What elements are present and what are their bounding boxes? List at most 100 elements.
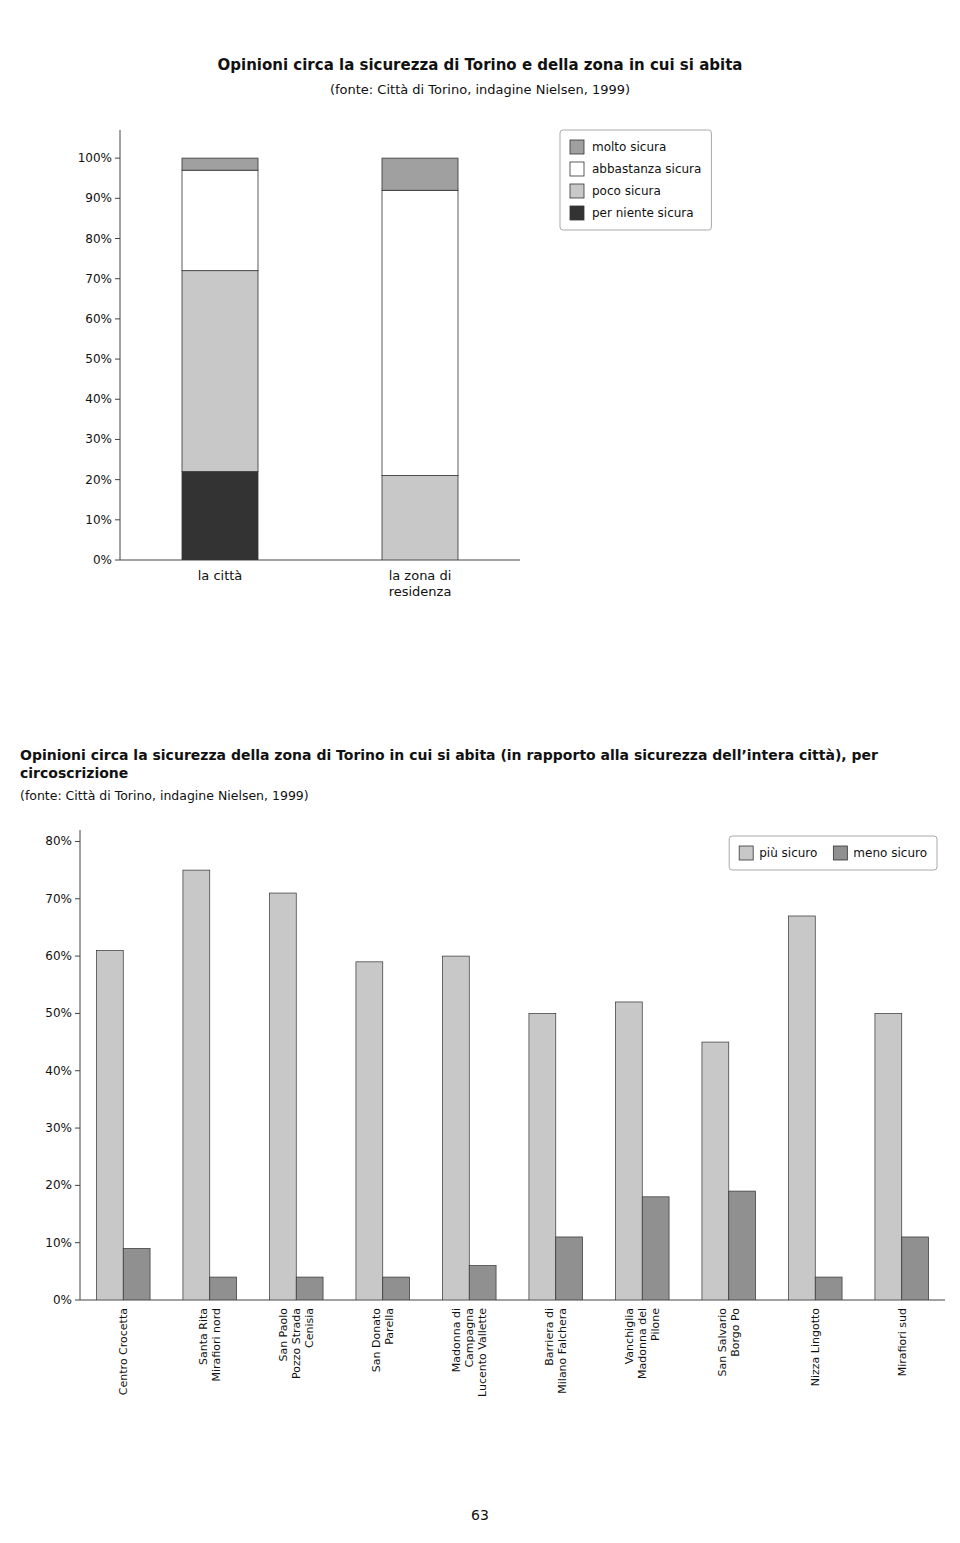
bar (729, 1191, 756, 1300)
y-tick-label: 20% (45, 1178, 72, 1192)
y-tick (115, 560, 120, 561)
x-tick-label: Santa RitaMirafiori nord (197, 1308, 223, 1382)
x-tick-label-line: Milano Falchera (556, 1308, 569, 1394)
page: Opinioni circa la sicurezza di Torino e … (0, 0, 960, 1543)
y-tick (75, 1013, 80, 1014)
x-tick-label-line: Santa Rita (197, 1308, 210, 1365)
x-axis: Centro CrocettaSanta RitaMirafiori nordS… (117, 1308, 909, 1397)
legend-swatch (570, 162, 584, 176)
y-axis: 0%10%20%30%40%50%60%70%80% (45, 830, 945, 1307)
x-tick-label-line: Vanchiglia (623, 1308, 636, 1364)
subtitle: (fonte: Città di Torino, indagine Nielse… (20, 788, 309, 803)
legend-swatch (739, 846, 753, 860)
bar (123, 1248, 150, 1300)
y-tick (115, 439, 120, 440)
bar (269, 893, 296, 1300)
y-tick-label: 30% (85, 432, 112, 446)
x-tick-label: San SalvarioBorgo Po (716, 1308, 742, 1377)
y-tick-label: 0% (93, 553, 112, 567)
y-tick (75, 1128, 80, 1129)
legend-label: più sicuro (759, 846, 817, 860)
y-axis: 0%10%20%30%40%50%60%70%80%90%100% (78, 130, 520, 567)
y-tick (75, 1070, 80, 1071)
y-tick (115, 158, 120, 159)
x-tick-label-line: Pozzo Strada (290, 1308, 303, 1379)
y-axis-line (120, 130, 121, 560)
y-tick-label: 80% (45, 834, 72, 848)
legend-label: poco sicura (592, 184, 661, 198)
y-tick-label: 40% (45, 1064, 72, 1078)
title: Opinioni circa la sicurezza della zona d… (20, 747, 878, 781)
bar-segment (382, 476, 458, 560)
x-tick-label: Mirafiori sud (896, 1308, 909, 1376)
legend-frame (560, 130, 711, 230)
y-tick (75, 1185, 80, 1186)
legend-swatch (570, 206, 584, 220)
y-tick (115, 318, 120, 319)
legend-label: meno sicuro (853, 846, 927, 860)
title: Opinioni circa la sicurezza di Torino e … (218, 56, 743, 74)
x-tick-label-line: la città (198, 568, 243, 583)
bar (296, 1277, 323, 1300)
bar (642, 1197, 669, 1300)
y-tick-label: 60% (45, 949, 72, 963)
y-tick (115, 278, 120, 279)
y-tick (115, 359, 120, 360)
y-tick (115, 479, 120, 480)
y-tick-label: 40% (85, 392, 112, 406)
x-axis: la città la zona diresidenza (198, 568, 452, 599)
y-tick (75, 1242, 80, 1243)
legend-swatch (833, 846, 847, 860)
bar (356, 962, 383, 1300)
bar (788, 916, 815, 1300)
y-axis-line (80, 830, 81, 1300)
subtitle: (fonte: Città di Torino, indagine Nielse… (330, 82, 630, 97)
x-tick-label-line: Mirafiori sud (896, 1308, 909, 1376)
x-tick-label: Centro Crocetta (117, 1308, 130, 1395)
x-tick-label-line: San Donato (370, 1308, 383, 1372)
bar-segment (182, 158, 258, 170)
bar (183, 870, 210, 1300)
bar (210, 1277, 237, 1300)
bar (556, 1237, 583, 1300)
bar (875, 1013, 902, 1300)
x-tick-label-line: Madonna del (636, 1308, 649, 1379)
x-tick-label: Nizza Lingotto (809, 1308, 822, 1387)
y-tick-label: 70% (45, 892, 72, 906)
legend-label: per niente sicura (592, 206, 694, 220)
x-tick-label-line: San Salvario (716, 1308, 729, 1377)
x-tick-label-line: residenza (389, 584, 452, 599)
y-tick-label: 90% (85, 191, 112, 205)
x-tick-label: Madonna diCampagnaLucento Vallette (450, 1308, 489, 1397)
y-tick-label: 0% (53, 1293, 72, 1307)
y-tick-label: 100% (78, 151, 112, 165)
x-tick-label-line: Madonna di (450, 1308, 463, 1372)
x-tick-label: la zona diresidenza (389, 568, 452, 599)
chart: 0%10%20%30%40%50%60%70%80%Centro Crocett… (45, 830, 945, 1397)
y-tick-label: 50% (85, 352, 112, 366)
chart: 0%10%20%30%40%50%60%70%80%90%100%la citt… (78, 130, 712, 599)
legend-label: abbastanza sicura (592, 162, 701, 176)
bar-segment (182, 472, 258, 560)
bar (442, 956, 469, 1300)
x-tick-label-line: Parella (383, 1308, 396, 1345)
y-tick (75, 898, 80, 899)
bar (383, 1277, 410, 1300)
title-line: Opinioni circa la sicurezza della zona d… (20, 747, 878, 763)
x-tick-label-line: Centro Crocetta (117, 1308, 130, 1395)
x-tick-label-line: Campagna (463, 1308, 476, 1368)
x-tick-label: San PaoloPozzo StradaCenisia (277, 1308, 316, 1379)
legend: più sicuro meno sicuro (729, 836, 937, 870)
x-tick-label-line: Lucento Vallette (476, 1308, 489, 1397)
bar-segment (382, 190, 458, 475)
bar (615, 1002, 642, 1300)
y-tick (75, 841, 80, 842)
x-tick-label: Barriera diMilano Falchera (543, 1308, 569, 1394)
y-tick-label: 10% (45, 1236, 72, 1250)
legend-label: molto sicura (592, 140, 666, 154)
bar (529, 1013, 556, 1300)
x-tick-label-line: Borgo Po (729, 1308, 742, 1357)
bar-segment (182, 170, 258, 270)
bars (96, 870, 928, 1300)
x-tick-label-line: Barriera di (543, 1308, 556, 1366)
